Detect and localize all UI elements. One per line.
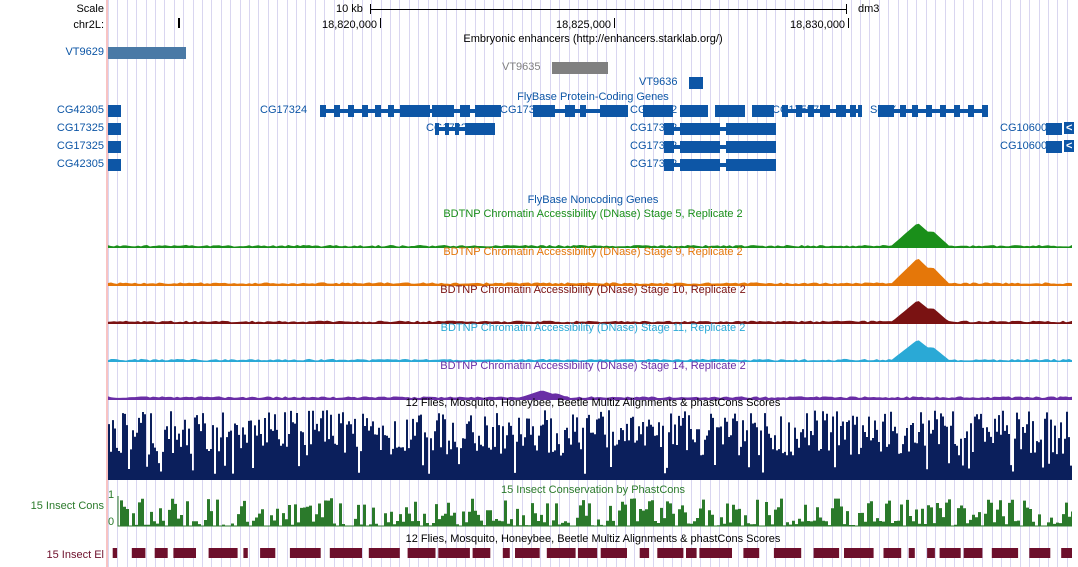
gene-exon-CG17597[interactable]	[858, 105, 862, 117]
dnase-title: BDTNP Chromatin Accessibility (DNase) St…	[108, 208, 1078, 220]
gene-exon-CG17324[interactable]	[362, 105, 368, 117]
gene-label: CG17597	[772, 104, 819, 116]
gene-exon-ScpX[interactable]	[900, 105, 906, 117]
gene-exon-CG17324[interactable]	[400, 105, 430, 117]
gene-exon-CG42305[interactable]	[108, 159, 121, 171]
track-title-enhancers: Embryonic enhancers (http://enhancers.st…	[108, 33, 1078, 45]
dnase-title: BDTNP Chromatin Accessibility (DNase) St…	[108, 284, 1078, 296]
gene-strand-arrow: <	[1064, 122, 1074, 134]
enhancer-label: VT9629	[65, 46, 104, 58]
ruler-label: 18,820,000	[322, 19, 377, 31]
dnase-plot	[108, 334, 1072, 362]
gene-exon-CG17597[interactable]	[850, 105, 856, 117]
gene-exon-CG17322[interactable]	[680, 159, 720, 171]
gene-exon-ScpX[interactable]	[926, 105, 932, 117]
gene-exon-CG17323[interactable]	[580, 105, 586, 117]
gene-exon-ScpX[interactable]	[940, 105, 946, 117]
gene-exon-ScpX[interactable]	[982, 105, 988, 117]
enhancer-VT9636[interactable]	[689, 77, 703, 89]
enhancer-VT9635[interactable]	[552, 62, 608, 74]
gene-exon-CG17324[interactable]	[348, 105, 354, 117]
track-title-cons12: 12 Flies, Mosquito, Honeybee, Beetle Mul…	[108, 397, 1078, 409]
els15-label: 15 Insect El	[47, 549, 104, 561]
gene-exon-CG17324[interactable]	[334, 105, 340, 117]
gene-exon-CG10600[interactable]	[1046, 141, 1062, 153]
gene-exon-CG17324[interactable]	[388, 105, 394, 117]
gene-label: CG17322	[630, 104, 677, 116]
gene-label: CG17322	[630, 122, 677, 134]
gene-label: CG17325	[57, 140, 104, 152]
gene-exon-CG17324[interactable]	[375, 105, 381, 117]
ruler-tick	[848, 18, 849, 28]
gene-exon-ScpX[interactable]	[954, 105, 960, 117]
scale-bar	[370, 9, 846, 10]
gene-exon-ScpX[interactable]	[968, 105, 974, 117]
gene-exon-CG17325[interactable]	[108, 123, 121, 135]
dnase-title: BDTNP Chromatin Accessibility (DNase) St…	[108, 360, 1078, 372]
gene-label: ScpX	[870, 104, 896, 116]
gene-strand-arrow: <	[1064, 140, 1074, 152]
gene-exon-CG17322[interactable]	[680, 105, 708, 117]
track-title-genes: FlyBase Protein-Coding Genes	[108, 91, 1078, 103]
ruler-tick	[614, 18, 615, 28]
dnase-title: BDTNP Chromatin Accessibility (DNase) St…	[108, 322, 1078, 334]
gene-exon-CG42305[interactable]	[108, 105, 121, 117]
track-title-cons12b: 12 Flies, Mosquito, Honeybee, Beetle Mul…	[108, 533, 1078, 545]
gene-exon-CG17322[interactable]	[680, 141, 720, 153]
dnase-plot	[108, 296, 1072, 324]
dnase-title: BDTNP Chromatin Accessibility (DNase) St…	[108, 246, 1078, 258]
gene-label: CG17324	[260, 104, 307, 116]
gene-exon-CG17322[interactable]	[726, 159, 776, 171]
gene-exon-CG17597[interactable]	[836, 105, 846, 117]
gene-label: CG17322	[630, 158, 677, 170]
gene-label: CG17322	[630, 140, 677, 152]
scale-value: 10 kb	[336, 3, 363, 15]
phast15-plot	[108, 494, 1072, 530]
gene-exon-CG17322[interactable]	[715, 105, 745, 117]
chrom-label: chr2L:	[73, 19, 104, 31]
assembly-label: dm3	[858, 3, 879, 15]
dnase-plot	[108, 372, 1072, 400]
enhancer-VT9629[interactable]	[108, 47, 186, 59]
genome-browser: Scale 10 kb dm3 chr2L: 18,820,000 18,825,…	[0, 0, 1078, 567]
ruler-label: 18,825,000	[556, 19, 611, 31]
enhancer-label: VT9636	[639, 76, 678, 88]
gene-label: CG42305	[57, 104, 104, 116]
position-tick	[178, 18, 180, 28]
gene-exon-CG17324[interactable]	[460, 105, 470, 117]
gene-exon-CG17323[interactable]	[600, 105, 628, 117]
enhancer-label: VT9635	[502, 61, 541, 73]
ruler-tick	[380, 18, 381, 28]
gene-label: CG10600	[1000, 122, 1047, 134]
scale-tick-right	[846, 4, 847, 14]
gene-exon-CG17322[interactable]	[726, 123, 776, 135]
ruler-label: 18,830,000	[790, 19, 845, 31]
gene-label: CG17325	[426, 122, 473, 134]
gene-label: CG10600	[1000, 140, 1047, 152]
gene-exon-CG17324[interactable]	[432, 105, 454, 117]
gene-exon-CG17322[interactable]	[752, 105, 774, 117]
gene-exon-ScpX[interactable]	[912, 105, 918, 117]
gene-label: CG17323	[500, 104, 547, 116]
gene-exon-CG17325[interactable]	[108, 141, 121, 153]
gene-exon-CG17323[interactable]	[565, 105, 575, 117]
dnase-plot	[108, 258, 1072, 286]
gene-label: CG42305	[57, 158, 104, 170]
phast15-label: 15 Insect Cons	[31, 500, 104, 512]
scale-tick-left	[370, 4, 371, 14]
dnase-plot	[108, 220, 1072, 248]
gene-exon-CG17322[interactable]	[680, 123, 720, 135]
track-title-noncoding: FlyBase Noncoding Genes	[108, 194, 1078, 206]
gene-label: CG17325	[57, 122, 104, 134]
gene-exon-CG17324[interactable]	[475, 105, 501, 117]
gene-exon-CG17597[interactable]	[820, 105, 830, 117]
gene-exon-CG17322[interactable]	[726, 141, 776, 153]
gene-exon-CG17324[interactable]	[320, 105, 326, 117]
scale-label: Scale	[76, 3, 104, 15]
els15-plot	[108, 548, 1072, 558]
gene-exon-CG10600[interactable]	[1046, 123, 1062, 135]
cons12-plot	[108, 410, 1072, 480]
